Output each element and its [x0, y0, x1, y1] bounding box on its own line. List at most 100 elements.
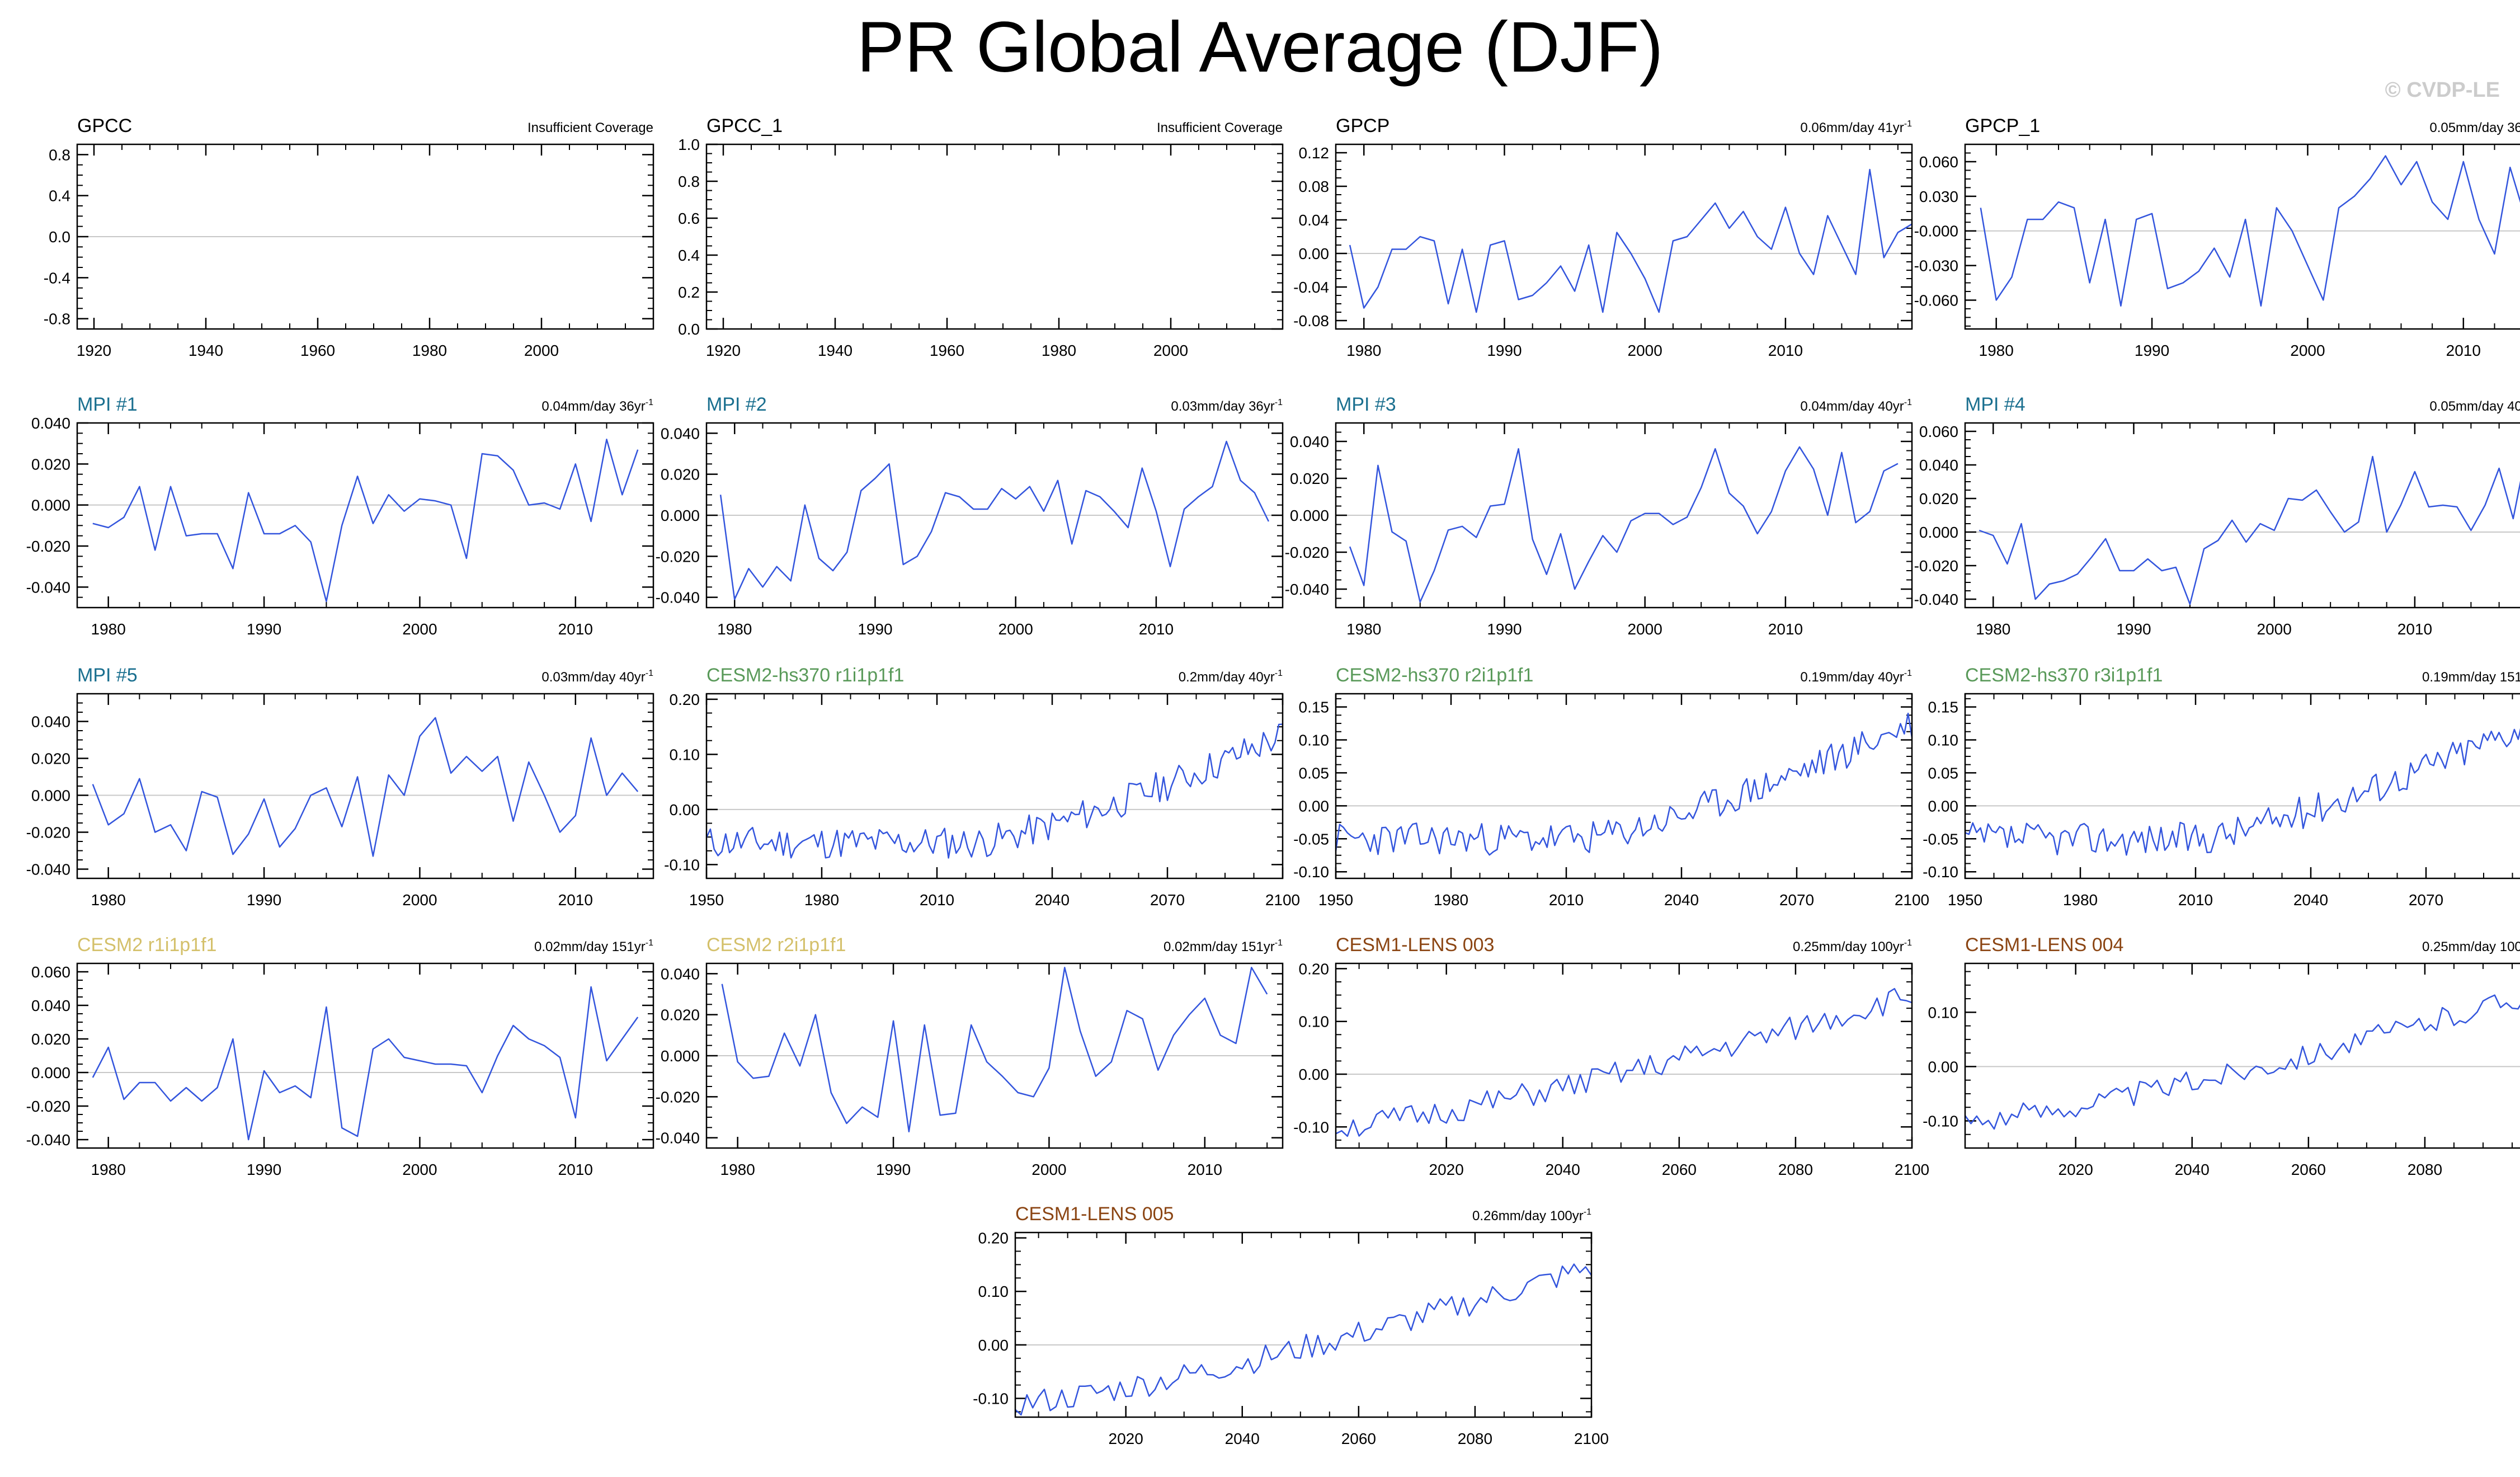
panel-12: 195019802010204020702100-0.10-0.050.000.…	[1923, 665, 2520, 909]
plot-frame	[705, 422, 1284, 609]
x-tick-label: 1980	[720, 1161, 755, 1178]
y-tick-label: 0.000	[31, 1064, 70, 1081]
x-tick-label: 1980	[804, 891, 839, 909]
y-tick-label: -0.10	[1923, 863, 1958, 881]
x-tick-label: 1990	[2116, 620, 2151, 638]
x-tick-label: 1990	[2135, 342, 2169, 359]
x-tick-label: 1990	[1487, 620, 1522, 638]
y-tick-label: -0.060	[1914, 291, 1958, 309]
series-line	[1015, 1263, 1593, 1416]
y-tick-label: -0.040	[26, 1131, 70, 1149]
x-tick-label: 2080	[2408, 1161, 2442, 1178]
y-tick-label: -0.030	[1914, 257, 1958, 275]
y-tick-label: -0.10	[1923, 1112, 1958, 1130]
y-tick-label: 0.0	[678, 321, 700, 338]
panel-4: 1980 1990 2000 2010 -0.060 -0.030 -0.000 0.030 0…	[1914, 115, 2520, 359]
x-tick-label: 2100	[1895, 891, 1929, 909]
y-tick-label: -0.040	[26, 861, 70, 878]
trend-label: 0.05mm/day 36yr-1	[2429, 119, 2520, 135]
y-tick-label: 0.040	[661, 965, 700, 982]
y-tick-label: 0.00	[1299, 245, 1330, 262]
panel-title: GPCC_1	[706, 115, 783, 137]
y-tick-label: -0.040	[656, 589, 700, 606]
panel-title: CESM1-LENS 003	[1336, 934, 1494, 956]
y-tick-label: 0.15	[1299, 699, 1330, 716]
y-tick-label: -0.04	[1293, 279, 1329, 296]
trend-label: Insufficient Coverage	[1157, 120, 1283, 135]
panel-17: 2020 2040 2060 2080 2100 -0.10 0.00 0.10 0.20 CES…	[973, 1203, 1609, 1447]
panel-title: CESM2-hs370 r3i1p1f1	[1965, 665, 2163, 686]
y-tick-label: 0.000	[661, 1047, 700, 1065]
panel-title: MPI #4	[1965, 394, 2026, 415]
y-tick-label: 0.20	[978, 1230, 1009, 1247]
trend-label: 0.19mm/day 151yr-1	[2422, 669, 2520, 685]
panel-title: MPI #2	[706, 394, 767, 415]
trend-label: 0.05mm/day 40yr-1	[2429, 398, 2520, 414]
plot-frame	[1964, 143, 2520, 330]
panel-title: CESM2 r1i1p1f1	[77, 934, 216, 956]
x-tick-label: 2080	[1458, 1430, 1492, 1447]
x-tick-label: 2100	[1895, 1161, 1929, 1178]
y-tick-label: -0.020	[26, 538, 70, 555]
panel-title: MPI #5	[77, 665, 138, 686]
y-tick-label: -0.05	[1923, 830, 1958, 848]
x-tick-label: 2000	[1628, 342, 1662, 359]
x-tick-label: 2000	[402, 620, 437, 638]
x-tick-label: 2010	[1139, 620, 1174, 638]
y-tick-label: 0.00	[978, 1337, 1009, 1354]
plot-frame	[1335, 962, 1913, 1149]
panel-6: 1980 1990 2000 2010 -0.040 -0.020 0.000 0.020 0.…	[656, 394, 1284, 638]
panel-title: CESM2-hs370 r2i1p1f1	[1336, 665, 1533, 686]
series-line	[1965, 728, 2520, 856]
y-tick-label: 0.040	[31, 997, 70, 1014]
x-tick-label: 2100	[1574, 1430, 1609, 1447]
y-tick-label: 0.00	[1928, 797, 1959, 815]
plot-frame	[1335, 422, 1913, 609]
panel-title: MPI #3	[1336, 394, 1396, 415]
series-line	[1349, 446, 1899, 603]
y-tick-label: -0.020	[26, 1098, 70, 1115]
x-tick-label: 2010	[558, 891, 593, 909]
panel-5: 1980 1990 2000 2010 -0.040 -0.020 0.000 0.020 0.…	[26, 394, 654, 638]
x-tick-label: 2070	[2409, 891, 2443, 909]
y-tick-label: -0.040	[26, 578, 70, 596]
y-tick-label: 0.8	[678, 173, 700, 190]
y-tick-label: 0.00	[670, 801, 700, 819]
y-tick-label: -0.040	[656, 1130, 700, 1147]
trend-label: 0.26mm/day 100yr-1	[1472, 1207, 1591, 1224]
y-tick-label: 0.20	[1299, 960, 1330, 977]
x-tick-label: 2040	[1546, 1161, 1580, 1178]
y-tick-label: 0.6	[678, 210, 700, 227]
y-tick-label: -0.020	[656, 548, 700, 565]
series-line	[1979, 455, 2520, 605]
series-line	[92, 717, 639, 857]
y-tick-label: -0.020	[656, 1088, 700, 1106]
y-tick-label: 1.0	[678, 136, 700, 153]
y-tick-label: -0.10	[1293, 1118, 1329, 1136]
x-tick-label: 2000	[2257, 620, 2292, 638]
x-tick-label: 1980	[1346, 620, 1381, 638]
x-tick-label: 1940	[818, 342, 852, 359]
y-tick-label: 0.040	[31, 415, 70, 432]
series-line	[1335, 712, 1913, 856]
panel-title: GPCP	[1336, 115, 1389, 137]
series-line	[1349, 168, 1913, 313]
y-tick-label: -0.10	[973, 1390, 1009, 1408]
y-tick-label: 0.020	[31, 750, 70, 768]
y-tick-label: 0.10	[1928, 732, 1959, 749]
x-tick-label: 2080	[1778, 1161, 1813, 1178]
x-tick-label: 2040	[2293, 891, 2328, 909]
y-tick-label: 0.000	[31, 497, 70, 514]
panel-title: CESM2-hs370 r1i1p1f1	[706, 665, 904, 686]
panel-title: MPI #1	[77, 394, 138, 415]
y-tick-label: -0.08	[1293, 312, 1329, 330]
x-tick-label: 2070	[1779, 891, 1814, 909]
figure-title: PR Global Average (DJF)	[856, 7, 1664, 87]
x-tick-label: 2000	[1628, 620, 1662, 638]
x-tick-label: 2010	[1768, 342, 1803, 359]
x-tick-label: 2010	[2178, 891, 2213, 909]
x-tick-label: 1990	[247, 1161, 281, 1178]
trend-label: 0.25mm/day 100yr-1	[1793, 938, 1912, 954]
y-tick-label: 0.10	[1928, 1004, 1959, 1021]
